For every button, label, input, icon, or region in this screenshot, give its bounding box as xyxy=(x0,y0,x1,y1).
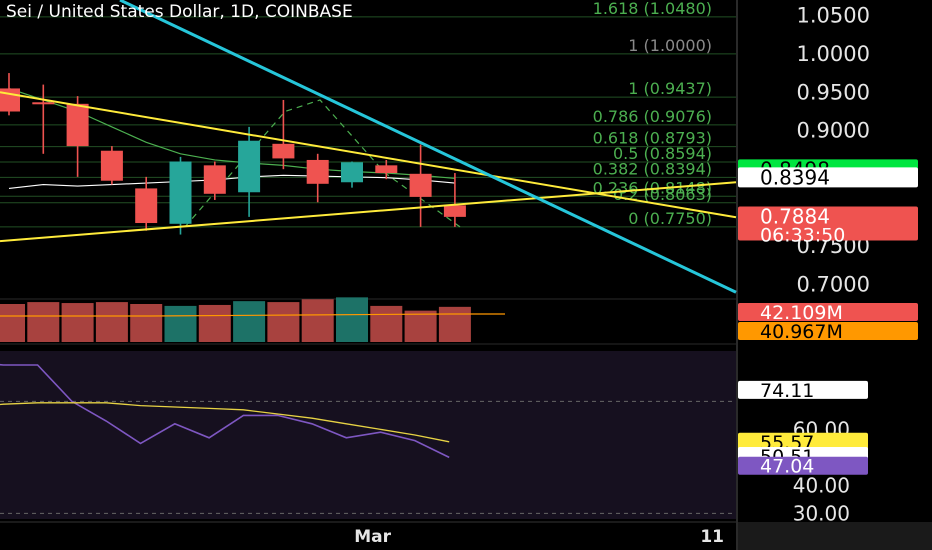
fib-level-label: 0.618 (0.8793) xyxy=(593,129,712,148)
rsi-tick-label: 40.00 xyxy=(793,473,850,497)
rsi-tick-label: 30.00 xyxy=(793,501,850,525)
fib-level-label: 0.786 (0.9076) xyxy=(593,107,712,126)
volume-label-box xyxy=(738,303,918,321)
fib-level-label: 0.236 (0.8148) xyxy=(593,178,712,197)
x-axis-label: 11 xyxy=(700,527,724,547)
candle-body xyxy=(169,161,192,224)
price-tick-label: 0.9000 xyxy=(797,119,870,143)
volume-label: 42.109M xyxy=(760,302,843,324)
candle-body xyxy=(409,173,432,197)
volume-bar xyxy=(233,301,266,342)
candle-body xyxy=(306,159,329,184)
countdown-label: 06:33:50 xyxy=(760,225,845,247)
price-label-box xyxy=(738,167,918,188)
rsi-label-box xyxy=(738,456,868,475)
volume-ma-line xyxy=(0,313,505,317)
candle-body xyxy=(238,140,261,193)
volume-bar xyxy=(164,305,197,342)
fib-level-label: 1 (0.9437) xyxy=(628,79,712,98)
candle-body xyxy=(100,150,123,181)
volume-bar xyxy=(0,304,25,342)
rsi-line xyxy=(0,363,450,459)
volume-bar xyxy=(198,304,231,342)
volume-bar xyxy=(438,306,471,342)
x-axis-label: Mar xyxy=(354,527,391,547)
candle-body xyxy=(135,188,158,224)
fib-level-label: 0 (0.7750) xyxy=(628,209,712,228)
rsi-ma-line xyxy=(0,402,450,443)
price-tick-label: 1.0000 xyxy=(797,42,870,66)
ma-white-line xyxy=(8,174,455,189)
volume-bar xyxy=(301,299,334,342)
candle-body xyxy=(341,162,363,183)
candle-body xyxy=(66,103,89,147)
chart-title: Sei / United States Dollar, 1D, COINBASE xyxy=(6,2,353,22)
fib-level-label: 0.382 (0.8394) xyxy=(593,159,712,178)
volume-bar xyxy=(130,304,163,342)
candle-body xyxy=(272,143,295,159)
price-label: 0.8394 xyxy=(760,165,830,189)
price-tick-label: 0.9500 xyxy=(797,80,870,104)
volume-bar xyxy=(336,297,368,342)
volume-bar xyxy=(370,305,403,342)
fib-level-label: 1.618 (1.0480) xyxy=(593,0,712,18)
trendline-lower xyxy=(0,181,737,243)
volume-bar xyxy=(27,302,60,342)
price-tick-label: 0.7000 xyxy=(797,273,870,297)
rsi-label: 47.04 xyxy=(760,456,814,478)
rsi-label: 74.11 xyxy=(760,380,814,402)
price-label: 0.7884 xyxy=(760,205,830,229)
candle-body xyxy=(443,205,466,217)
price-label-box xyxy=(738,206,918,241)
candle-body xyxy=(375,165,398,174)
fib-level-label: 0.5 (0.8594) xyxy=(613,144,712,163)
volume-label-box xyxy=(738,322,918,340)
candle-body xyxy=(203,165,226,194)
volume-label: 40.967M xyxy=(760,321,843,343)
volume-bar xyxy=(95,302,128,342)
price-tick-label: 1.0500 xyxy=(797,3,870,27)
rsi-label-box xyxy=(738,380,868,399)
candle-body xyxy=(32,102,55,105)
volume-bar xyxy=(404,310,437,342)
fib-level-label: 1 (1.0000) xyxy=(628,36,712,55)
volume-bar xyxy=(61,303,94,342)
volume-bar xyxy=(267,302,300,342)
axis-corner xyxy=(738,522,932,550)
rsi-label-box xyxy=(738,432,868,451)
trendline-upper xyxy=(0,91,737,219)
trendline-cyan xyxy=(119,0,737,294)
